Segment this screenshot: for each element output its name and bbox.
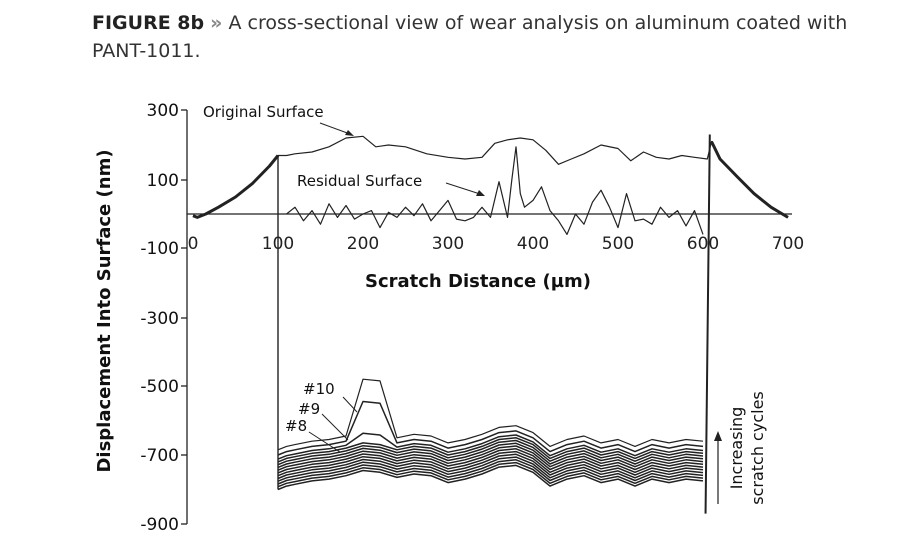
y-axis-title: Displacement Into Surface (nm) bbox=[94, 149, 115, 472]
x-tick-label: 0 bbox=[188, 234, 199, 254]
scratch-cycle-curve bbox=[277, 450, 704, 477]
scratch-cycle-curve bbox=[277, 448, 704, 474]
chart-labels: Original Surface Residual Surface #10 #9#8 I… bbox=[203, 103, 767, 505]
y-tick-label: -300 bbox=[140, 309, 179, 329]
scratch-cycle-curve bbox=[277, 439, 704, 466]
y-tick-label: -100 bbox=[140, 239, 179, 259]
figure-caption: FIGURE 8b » A cross-sectional view of we… bbox=[92, 9, 852, 65]
annotation-arrow-8 bbox=[308, 431, 341, 453]
annotation-increasing: Increasing bbox=[727, 407, 746, 490]
series-right-edge bbox=[710, 140, 789, 219]
series-left-edge bbox=[192, 154, 280, 219]
y-tick-label: 100 bbox=[147, 171, 179, 191]
annotation-cycle-8: #8 bbox=[285, 417, 307, 435]
y-tick-label: -500 bbox=[140, 377, 179, 397]
arrowhead-icon bbox=[476, 190, 485, 196]
annotation-scratch-cycles: scratch cycles bbox=[748, 391, 767, 505]
scratch-cycle-curve bbox=[277, 461, 704, 488]
x-tick-label: 500 bbox=[602, 234, 634, 254]
scratch-cycle-curve bbox=[277, 437, 704, 463]
annotation-arrow-original bbox=[319, 122, 351, 135]
scratch-cycle-curve bbox=[277, 464, 704, 491]
scratch-cycle-curve bbox=[277, 400, 704, 456]
scratch-cycle-curve bbox=[277, 378, 704, 451]
annotation-cycle-10: #10 bbox=[303, 380, 335, 398]
caption-separator: » bbox=[210, 12, 223, 34]
right-scratch-wall bbox=[704, 134, 711, 514]
x-tick-label: 600 bbox=[687, 234, 719, 254]
chart-plot bbox=[192, 134, 789, 514]
scratch-cycle-curve bbox=[277, 432, 704, 460]
y-tick-label: -700 bbox=[140, 446, 179, 466]
series-residual-surface bbox=[286, 146, 704, 235]
x-tick-label: 700 bbox=[772, 234, 804, 254]
x-tick-label: 200 bbox=[347, 234, 379, 254]
figure-label: FIGURE 8b bbox=[92, 12, 205, 34]
x-tick-label: 400 bbox=[517, 234, 549, 254]
annotation-residual-surface: Residual Surface bbox=[297, 172, 422, 190]
arrowhead-icon bbox=[345, 130, 354, 136]
scratch-cycle-curve bbox=[277, 456, 704, 482]
scratch-cycle-curve bbox=[277, 442, 704, 469]
scratch-cycle-curve bbox=[277, 445, 704, 471]
y-tick-label: 300 bbox=[147, 101, 179, 121]
x-axis-title: Scratch Distance (µm) bbox=[365, 271, 591, 292]
y-tick-label: -900 bbox=[140, 515, 179, 535]
annotation-arrow-10 bbox=[342, 396, 358, 413]
x-tick-label: 300 bbox=[432, 234, 464, 254]
annotation-original-surface: Original Surface bbox=[203, 103, 324, 121]
arrow-up-icon bbox=[714, 431, 722, 441]
scratch-cycle-curve bbox=[277, 459, 704, 485]
scratch-cycle-curve bbox=[277, 453, 704, 480]
caption-text: A cross-sectional view of wear analysis … bbox=[92, 12, 848, 62]
annotation-cycle-9: #9 bbox=[298, 400, 320, 418]
annotation-arrow-residual bbox=[445, 182, 481, 195]
series-original-surface bbox=[192, 135, 789, 218]
annotation-arrow-9 bbox=[321, 413, 349, 441]
